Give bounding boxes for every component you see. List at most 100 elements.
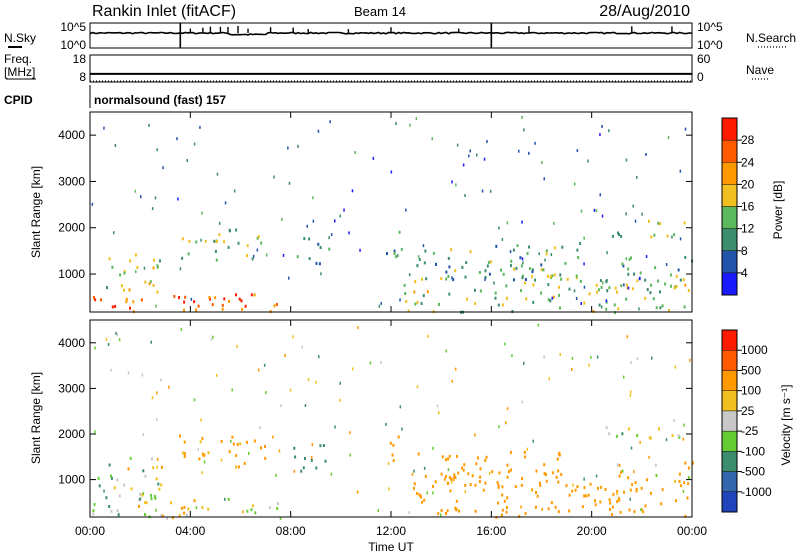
power-echo-cell: [461, 265, 464, 269]
velocity-echo-cell: [424, 474, 427, 478]
power-scatter-cell: [415, 117, 418, 121]
power-colorbar-swatch: [721, 228, 738, 251]
velocity-scatter-cell: [356, 490, 359, 494]
power-scatter-cell: [484, 278, 486, 281]
velocity-echo-cell: [160, 465, 163, 469]
velocity-scatter-cell: [521, 400, 523, 404]
velocity-echo-cell: [661, 488, 664, 492]
velocity-echo-cell: [678, 480, 681, 483]
velocity-echo-cell: [506, 506, 508, 509]
velocity-echo-cell: [640, 486, 643, 490]
velocity-scatter-cell: [272, 435, 274, 439]
velocity-colorbar-swatch: [721, 410, 738, 432]
velocity-echo-cell: [642, 510, 645, 514]
velocity-scatter-cell: [432, 491, 434, 495]
velocity-echo-cell: [413, 486, 415, 490]
velocity-echo-cell: [686, 496, 689, 500]
velocity-echo-cell: [201, 506, 204, 509]
power-echo-cell: [156, 265, 159, 269]
velocity-echo-cell: [646, 478, 649, 482]
velocity-echo-cell: [268, 506, 271, 510]
power-y-tick-label: 3000: [58, 174, 85, 188]
velocity-scatter-cell: [318, 355, 320, 359]
velocity-scatter-cell: [682, 489, 685, 493]
velocity-scatter-cell: [447, 468, 450, 472]
velocity-scatter-cell: [156, 465, 158, 469]
velocity-echo-cell: [650, 491, 652, 495]
velocity-scatter-cell: [275, 473, 277, 477]
velocity-echo-cell: [445, 512, 447, 515]
velocity-scatter-cell: [94, 430, 96, 434]
velocity-scatter-cell: [616, 492, 618, 496]
power-y-ticks: 1000 2000 3000 4000: [58, 128, 692, 281]
velocity-scatter-cell: [141, 373, 144, 377]
power-echo-cell: [128, 288, 131, 292]
velocity-scatter-cell: [440, 513, 442, 517]
velocity-echo-cell: [397, 435, 400, 439]
power-echo-cell: [466, 297, 469, 301]
power-echo-cell: [125, 300, 128, 304]
velocity-echo-cell: [609, 508, 611, 511]
velocity-echo-cell: [478, 480, 481, 484]
velocity-echo-cell: [160, 514, 163, 518]
power-echo-cell: [513, 278, 515, 282]
power-echo-cell: [438, 302, 440, 306]
velocity-echo-cell: [583, 494, 586, 498]
power-scatter-cell: [493, 281, 495, 285]
velocity-echo-cell: [617, 496, 620, 500]
velocity-scatter-cell: [279, 517, 282, 520]
power-echo-cell: [531, 268, 534, 272]
power-scatter-cell: [177, 197, 179, 201]
velocity-scatter-cell: [330, 472, 333, 476]
power-scatter-cell: [306, 224, 308, 228]
power-echo-cell: [650, 235, 653, 239]
power-echo-cell: [422, 294, 425, 298]
velocity-echo-cell: [461, 466, 463, 470]
velocity-echo-cell: [441, 455, 444, 459]
power-echo-cell: [588, 292, 591, 296]
velocity-echo-cell: [674, 499, 677, 503]
velocity-echo-cell: [183, 440, 186, 444]
velocity-colorbar-tick-label: -500: [741, 465, 765, 479]
velocity-echo-cell: [620, 470, 622, 474]
power-scatter-cell: [176, 137, 178, 141]
velocity-echo-cell: [557, 510, 560, 514]
power-echo-cell: [618, 233, 620, 237]
velocity-scatter-cell: [156, 418, 158, 422]
power-scatter-cell: [667, 136, 670, 139]
velocity-echo-cell: [183, 505, 186, 509]
power-echo-cell: [577, 256, 580, 260]
power-echo-cell: [531, 275, 534, 279]
velocity-echo-cell: [315, 466, 318, 470]
power-scatter-cell: [297, 144, 299, 148]
power-echo-cell: [404, 292, 407, 295]
power-echo-cell: [393, 251, 396, 255]
power-scatter-cell: [528, 151, 530, 155]
power-scatter-cell: [351, 189, 354, 193]
power-colorbar-tick-label: 16: [741, 200, 755, 214]
power-echo-cell: [407, 309, 410, 313]
power-echo-cell: [599, 279, 602, 283]
velocity-echo-cell: [609, 501, 612, 505]
power-scatter-cell: [534, 141, 536, 145]
velocity-echo-cell: [108, 505, 111, 508]
velocity-scatter-cell: [248, 451, 250, 455]
power-scatter-cell: [148, 123, 150, 127]
power-echo-cell: [418, 258, 421, 261]
velocity-echo-cell: [139, 492, 142, 496]
power-echo-cell: [553, 246, 556, 250]
power-echo-cell: [181, 256, 184, 260]
power-echo-cell: [560, 277, 563, 281]
velocity-echo-cell: [621, 432, 624, 436]
power-y-tick-label: 4000: [58, 128, 85, 142]
power-scatter-cell: [486, 140, 488, 143]
power-echo-cell: [633, 272, 635, 276]
power-scatter-cell: [501, 238, 504, 241]
velocity-echo-cell: [558, 453, 561, 457]
power-echo-cell: [184, 295, 187, 299]
velocity-echo-cell: [497, 501, 500, 505]
power-scatter-cell: [372, 156, 375, 160]
velocity-echo-cell: [474, 483, 477, 487]
velocity-scatter-cell: [636, 357, 639, 361]
velocity-echo-cell: [506, 496, 509, 500]
